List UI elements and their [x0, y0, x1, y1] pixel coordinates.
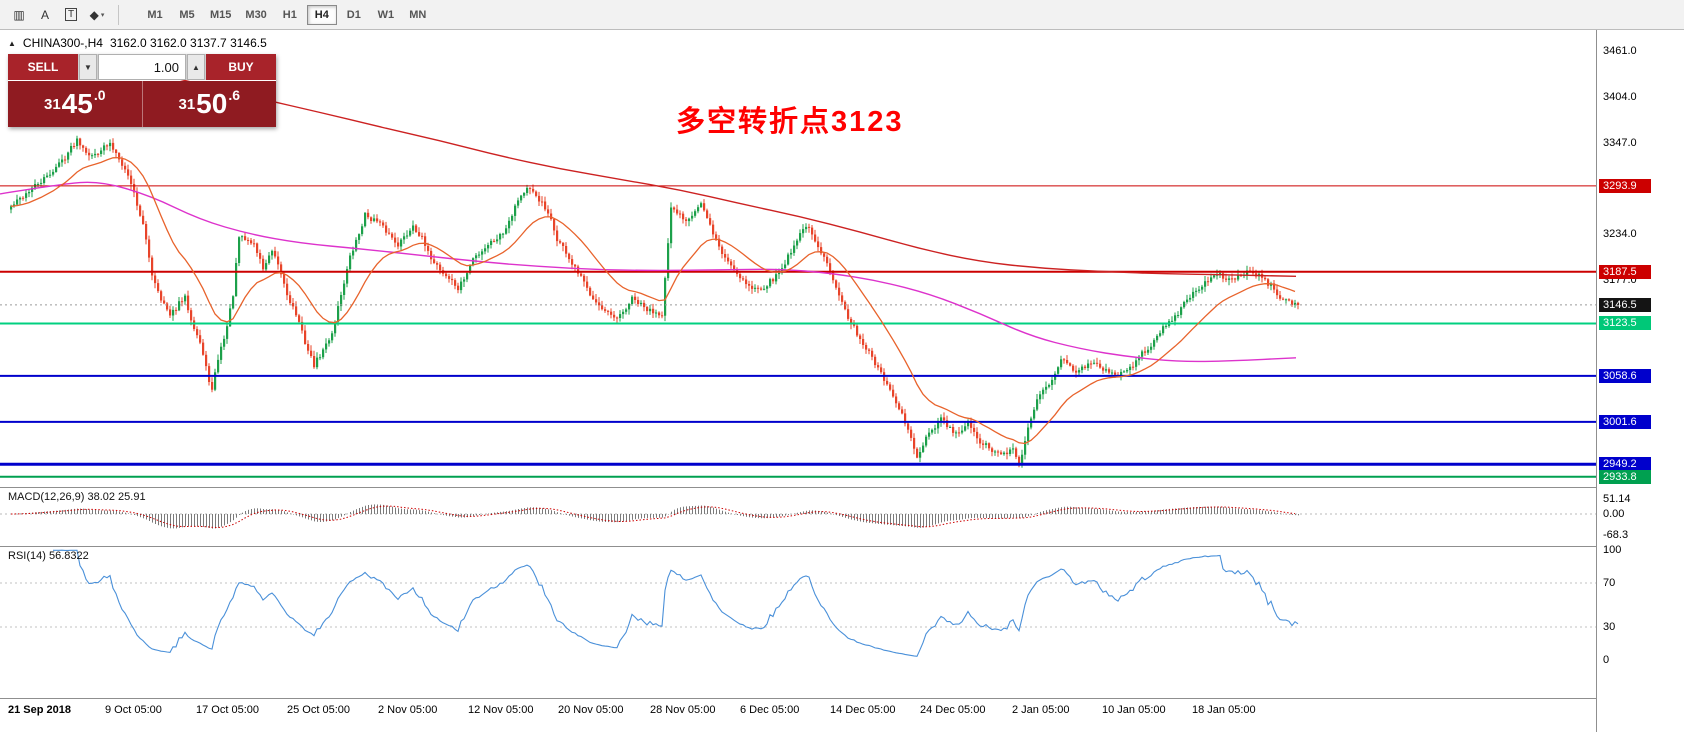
time-axis-label: 12 Nov 05:00: [468, 704, 534, 716]
text-tool-icon[interactable]: T: [59, 4, 83, 26]
timeframe-button-m15[interactable]: M15: [204, 5, 237, 25]
panel-separator: [0, 698, 1684, 699]
time-axis-label: 2 Nov 05:00: [378, 704, 438, 716]
price-badge: 3123.5: [1599, 316, 1651, 331]
time-axis-label: 20 Nov 05:00: [558, 704, 624, 716]
rsi-indicator-label: RSI(14) 56.8322: [8, 550, 89, 562]
timeframe-button-h1[interactable]: H1: [275, 5, 305, 25]
bid-price-main: 31: [43, 95, 61, 113]
rsi-axis-label: 70: [1603, 577, 1616, 589]
time-axis-label: 25 Oct 05:00: [287, 704, 350, 716]
panel-separator: [0, 546, 1684, 547]
time-axis-label: 24 Dec 05:00: [920, 704, 986, 716]
ohlc-values: 3162.0 3162.0 3137.7 3146.5: [109, 36, 267, 50]
time-axis-label: 18 Jan 05:00: [1192, 704, 1256, 716]
volume-input[interactable]: [98, 54, 186, 80]
price-chart-canvas[interactable]: [0, 30, 1596, 487]
price-badge: 3001.6: [1599, 414, 1651, 429]
price-axis-label: 3404.0: [1603, 91, 1637, 104]
toolbar-icon-group: ▥ A T ◆ ▾: [6, 4, 110, 26]
timeframe-button-m5[interactable]: M5: [172, 5, 202, 25]
chart-text-annotation[interactable]: 多空转折点3123: [676, 106, 904, 138]
macd-indicator-label: MACD(12,26,9) 38.02 25.91: [8, 491, 146, 503]
quotes-grid-icon[interactable]: ▥: [7, 4, 31, 26]
price-axis-label: 3461.0: [1603, 44, 1637, 57]
ask-price-frac: .6: [228, 87, 241, 103]
timeframe-button-m30[interactable]: M30: [239, 5, 272, 25]
top-toolbar: ▥ A T ◆ ▾ M1 M5 M15 M30 H1 H4 D1 W1 MN: [0, 0, 1684, 30]
price-axis-label: 3234.0: [1603, 228, 1637, 241]
rsi-axis-label: 30: [1603, 621, 1616, 633]
time-axis-label: 10 Jan 05:00: [1102, 704, 1166, 716]
timeframe-button-h4[interactable]: H4: [306, 4, 337, 25]
one-click-trading-panel: SELL ▼ ▲ BUY 31 45 .0 31 50 .6: [8, 54, 276, 127]
ask-price[interactable]: 31 50 .6: [141, 81, 277, 127]
sell-button[interactable]: SELL: [8, 54, 78, 80]
timeframe-button-d1[interactable]: D1: [339, 5, 369, 25]
bid-price-frac: .0: [93, 87, 106, 103]
bid-price-big: 45: [61, 88, 93, 119]
symbol-name: CHINA300-,H4: [22, 36, 103, 50]
macd-axis-label: 51.14: [1603, 492, 1631, 505]
panel-separator: [0, 487, 1684, 488]
price-badge: 2933.8: [1599, 469, 1651, 484]
macd-canvas[interactable]: [0, 488, 1596, 546]
price-badge: 3187.5: [1599, 264, 1651, 279]
price-badge: 3146.5: [1599, 297, 1651, 312]
time-axis-label: 21 Sep 2018: [8, 704, 71, 716]
volume-decrease-button[interactable]: ▼: [79, 54, 97, 80]
time-axis-label: 14 Dec 05:00: [830, 704, 896, 716]
chart-window[interactable]: ▲ CHINA300-,H4 3162.0 3162.0 3137.7 3146…: [0, 30, 1684, 732]
rsi-axis-label: 0: [1603, 654, 1610, 666]
time-axis-label: 9 Oct 05:00: [105, 704, 162, 716]
price-badge: 3058.6: [1599, 368, 1651, 383]
symbol-header: ▲ CHINA300-,H4 3162.0 3162.0 3137.7 3146…: [8, 36, 267, 50]
rsi-canvas[interactable]: [0, 547, 1596, 698]
ask-price-big: 50: [196, 88, 228, 119]
timeframe-button-group: M1 M5 M15 M30 H1 H4 D1 W1 MN: [139, 4, 434, 25]
macd-axis-label: -68.3: [1603, 528, 1629, 541]
price-badge: 2949.2: [1599, 457, 1651, 472]
buy-button[interactable]: BUY: [206, 54, 276, 80]
ask-price-main: 31: [178, 95, 196, 113]
timeframe-button-m1[interactable]: M1: [140, 5, 170, 25]
price-axis-label: 3347.0: [1603, 137, 1637, 150]
bid-ask-display: 31 45 .0 31 50 .6: [8, 81, 276, 127]
macd-axis-label: 0.00: [1603, 508, 1625, 520]
price-axis[interactable]: 3461.0 3404.0 3347.0 3234.0 3177.0 3293.9 3187…: [1596, 30, 1684, 732]
time-axis-label: 28 Nov 05:00: [650, 704, 716, 716]
time-axis-label: 2 Jan 05:00: [1012, 704, 1070, 716]
rsi-axis-label: 100: [1603, 544, 1622, 556]
time-axis-label: 17 Oct 05:00: [196, 704, 259, 716]
timeframe-button-mn[interactable]: MN: [403, 5, 433, 25]
price-badge: 3293.9: [1599, 178, 1651, 193]
time-axis-label: 6 Dec 05:00: [740, 704, 800, 716]
time-axis[interactable]: 21 Sep 2018 9 Oct 05:00 17 Oct 05:00 25 Oct…: [0, 698, 1596, 732]
trade-controls-row: SELL ▼ ▲ BUY: [8, 54, 276, 80]
label-tool-icon[interactable]: A: [33, 4, 57, 26]
volume-increase-button[interactable]: ▲: [187, 54, 205, 80]
shapes-tool-icon[interactable]: ◆ ▾: [85, 4, 109, 26]
collapse-chart-icon[interactable]: ▲: [8, 38, 16, 48]
toolbar-separator: [118, 4, 119, 25]
bid-price[interactable]: 31 45 .0: [8, 81, 142, 127]
timeframe-button-w1[interactable]: W1: [371, 5, 401, 25]
